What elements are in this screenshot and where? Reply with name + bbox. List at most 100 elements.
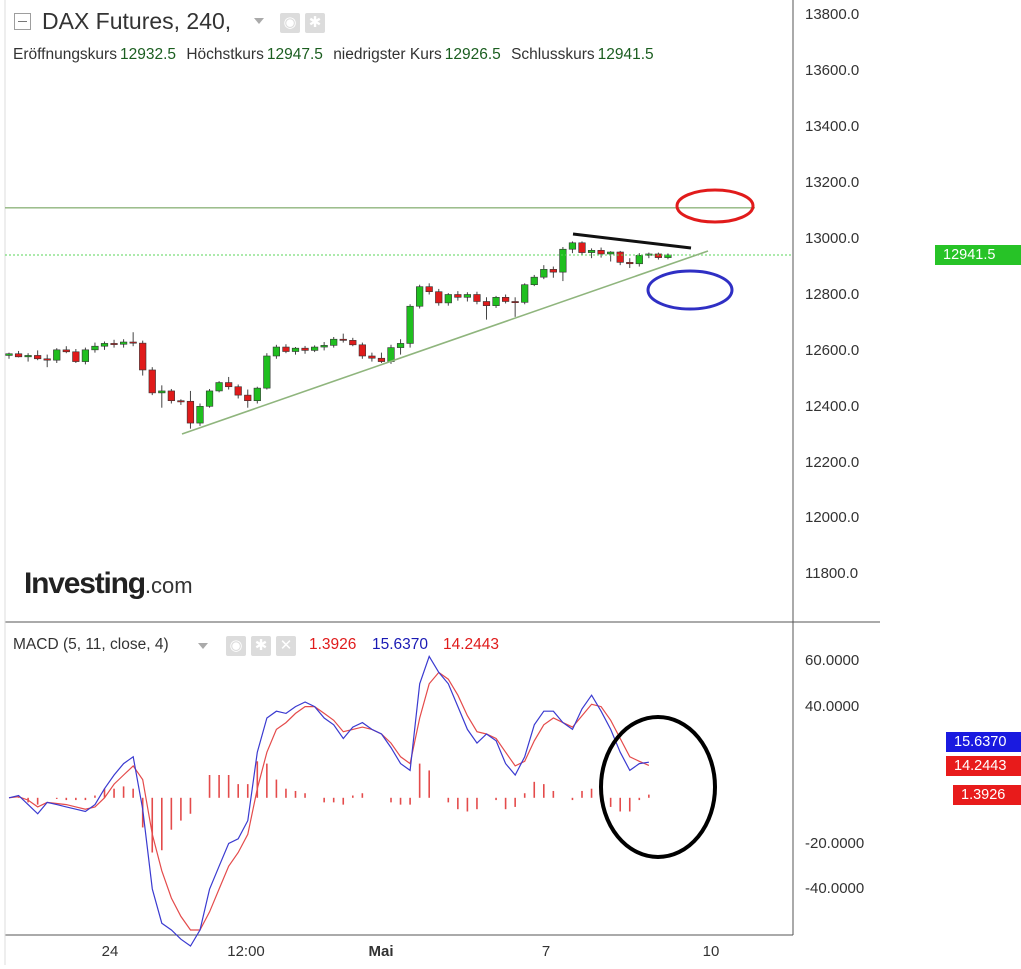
candle-body	[291, 347, 300, 352]
candle-body	[301, 347, 309, 351]
candle-body	[14, 353, 23, 358]
candle-body	[358, 344, 366, 357]
candle-body	[377, 357, 386, 362]
candle-body	[53, 349, 61, 361]
candle-body	[225, 382, 233, 388]
candle-body	[435, 291, 443, 304]
candle-body	[91, 345, 99, 351]
ohlc-low-value: 12926.5	[444, 46, 501, 63]
ohlc-low-label: niedrigster Kurs	[333, 46, 442, 63]
candle-body	[568, 242, 577, 250]
candle-body	[253, 387, 261, 402]
candle-body	[530, 276, 538, 286]
macd-close-icon[interactable]: ✕	[276, 636, 296, 656]
candle-body	[521, 284, 529, 303]
macd-tick: 40.0000	[805, 698, 860, 715]
macd-signal-value: 14.2443	[443, 636, 500, 653]
candle-body	[34, 355, 42, 360]
candle-body	[511, 301, 519, 303]
chevron-down-icon[interactable]	[254, 18, 264, 24]
macd-eye-icon[interactable]: ◉	[226, 636, 246, 656]
candle-body	[444, 294, 452, 304]
signal-value-tag: 14.2443	[946, 756, 1021, 776]
chart-title: DAX Futures, 240,	[42, 8, 232, 34]
candle-body	[549, 269, 557, 273]
candle-body	[540, 269, 548, 278]
candle-body	[110, 343, 118, 345]
price-tick: 13200.0	[805, 174, 860, 191]
candle-body	[463, 294, 472, 298]
candle-body	[282, 346, 290, 352]
candle-body	[396, 343, 405, 348]
candle-body	[607, 251, 615, 255]
candle-body	[310, 346, 319, 351]
macd-signal-line	[8, 671, 650, 931]
candle-body	[501, 296, 510, 302]
candle-body	[5, 353, 13, 356]
price-tick: 12800.0	[805, 286, 860, 303]
price-tick: 13000.0	[805, 230, 860, 247]
candle-body	[454, 294, 462, 298]
price-tick: 11800.0	[805, 565, 859, 582]
eye-icon[interactable]: ◉	[280, 13, 300, 33]
ohlc-close-value: 12941.5	[597, 46, 654, 63]
candle-body	[578, 242, 586, 253]
time-tick: 24	[101, 943, 119, 960]
price-tick: 13800.0	[805, 6, 860, 23]
candle-body	[349, 340, 357, 346]
ohlc-close-label: Schlusskurs	[511, 46, 595, 63]
price-tick: 12400.0	[805, 398, 860, 415]
price-tick: 13400.0	[805, 118, 860, 135]
collapse-pane-icon[interactable]	[14, 13, 31, 30]
red-ellipse	[675, 188, 755, 224]
price-tick: 13600.0	[805, 62, 860, 79]
candle-body	[635, 255, 643, 265]
macd-line-value: 15.6370	[372, 636, 429, 653]
macd-tick: -40.0000	[805, 880, 865, 897]
last-price-tag: 12941.5	[935, 245, 1021, 265]
candle-body	[559, 248, 567, 273]
candle-body	[148, 369, 156, 394]
candle-body	[482, 301, 491, 306]
candle-body	[368, 355, 376, 359]
candle-body	[616, 251, 624, 263]
macd-gear-icon[interactable]: ✱	[251, 636, 271, 656]
candle-body	[664, 254, 672, 258]
candle-body	[320, 345, 328, 348]
histogram-value-tag: 1.3926	[953, 785, 1021, 805]
candle-body	[81, 349, 89, 362]
macd-histogram-value: 1.3926	[309, 636, 357, 653]
candle-body	[62, 349, 70, 353]
candle-body	[100, 343, 109, 347]
candle-body	[597, 250, 605, 255]
candle-body	[492, 296, 500, 306]
candle-body	[330, 338, 338, 346]
candle-body	[425, 286, 433, 293]
macd-label: MACD (5, 11, close, 4)	[13, 636, 169, 653]
ohlc-open-label: Eröffnungskurs	[13, 46, 117, 63]
logo-main: Investing	[24, 567, 146, 600]
candle-body	[654, 253, 662, 258]
macd-pane	[8, 654, 650, 947]
candle-body	[196, 405, 204, 424]
price-tick: 12200.0	[805, 454, 860, 471]
price-tick: 12000.0	[805, 509, 860, 526]
macd-chevron-down-icon[interactable]	[198, 643, 208, 649]
candle-body	[177, 400, 185, 403]
candle-body	[387, 347, 395, 362]
time-tick: 10	[702, 943, 720, 960]
investing-logo: Investing.com	[24, 567, 193, 601]
upper-trend-line	[572, 232, 692, 250]
ohlc-legend: Eröffnungskurs 12932.5 Höchstkurs 12947.5 …	[13, 46, 660, 64]
candle-body	[416, 286, 424, 307]
candle-body	[272, 346, 281, 357]
black-ellipse	[599, 715, 717, 859]
candle-body	[139, 342, 147, 371]
candle-body	[587, 250, 596, 253]
candle-body	[205, 390, 214, 407]
blue-ellipse	[646, 269, 734, 311]
candle-body	[234, 386, 242, 396]
gear-icon[interactable]: ✱	[305, 13, 325, 33]
time-tick: 12:00	[227, 943, 265, 960]
